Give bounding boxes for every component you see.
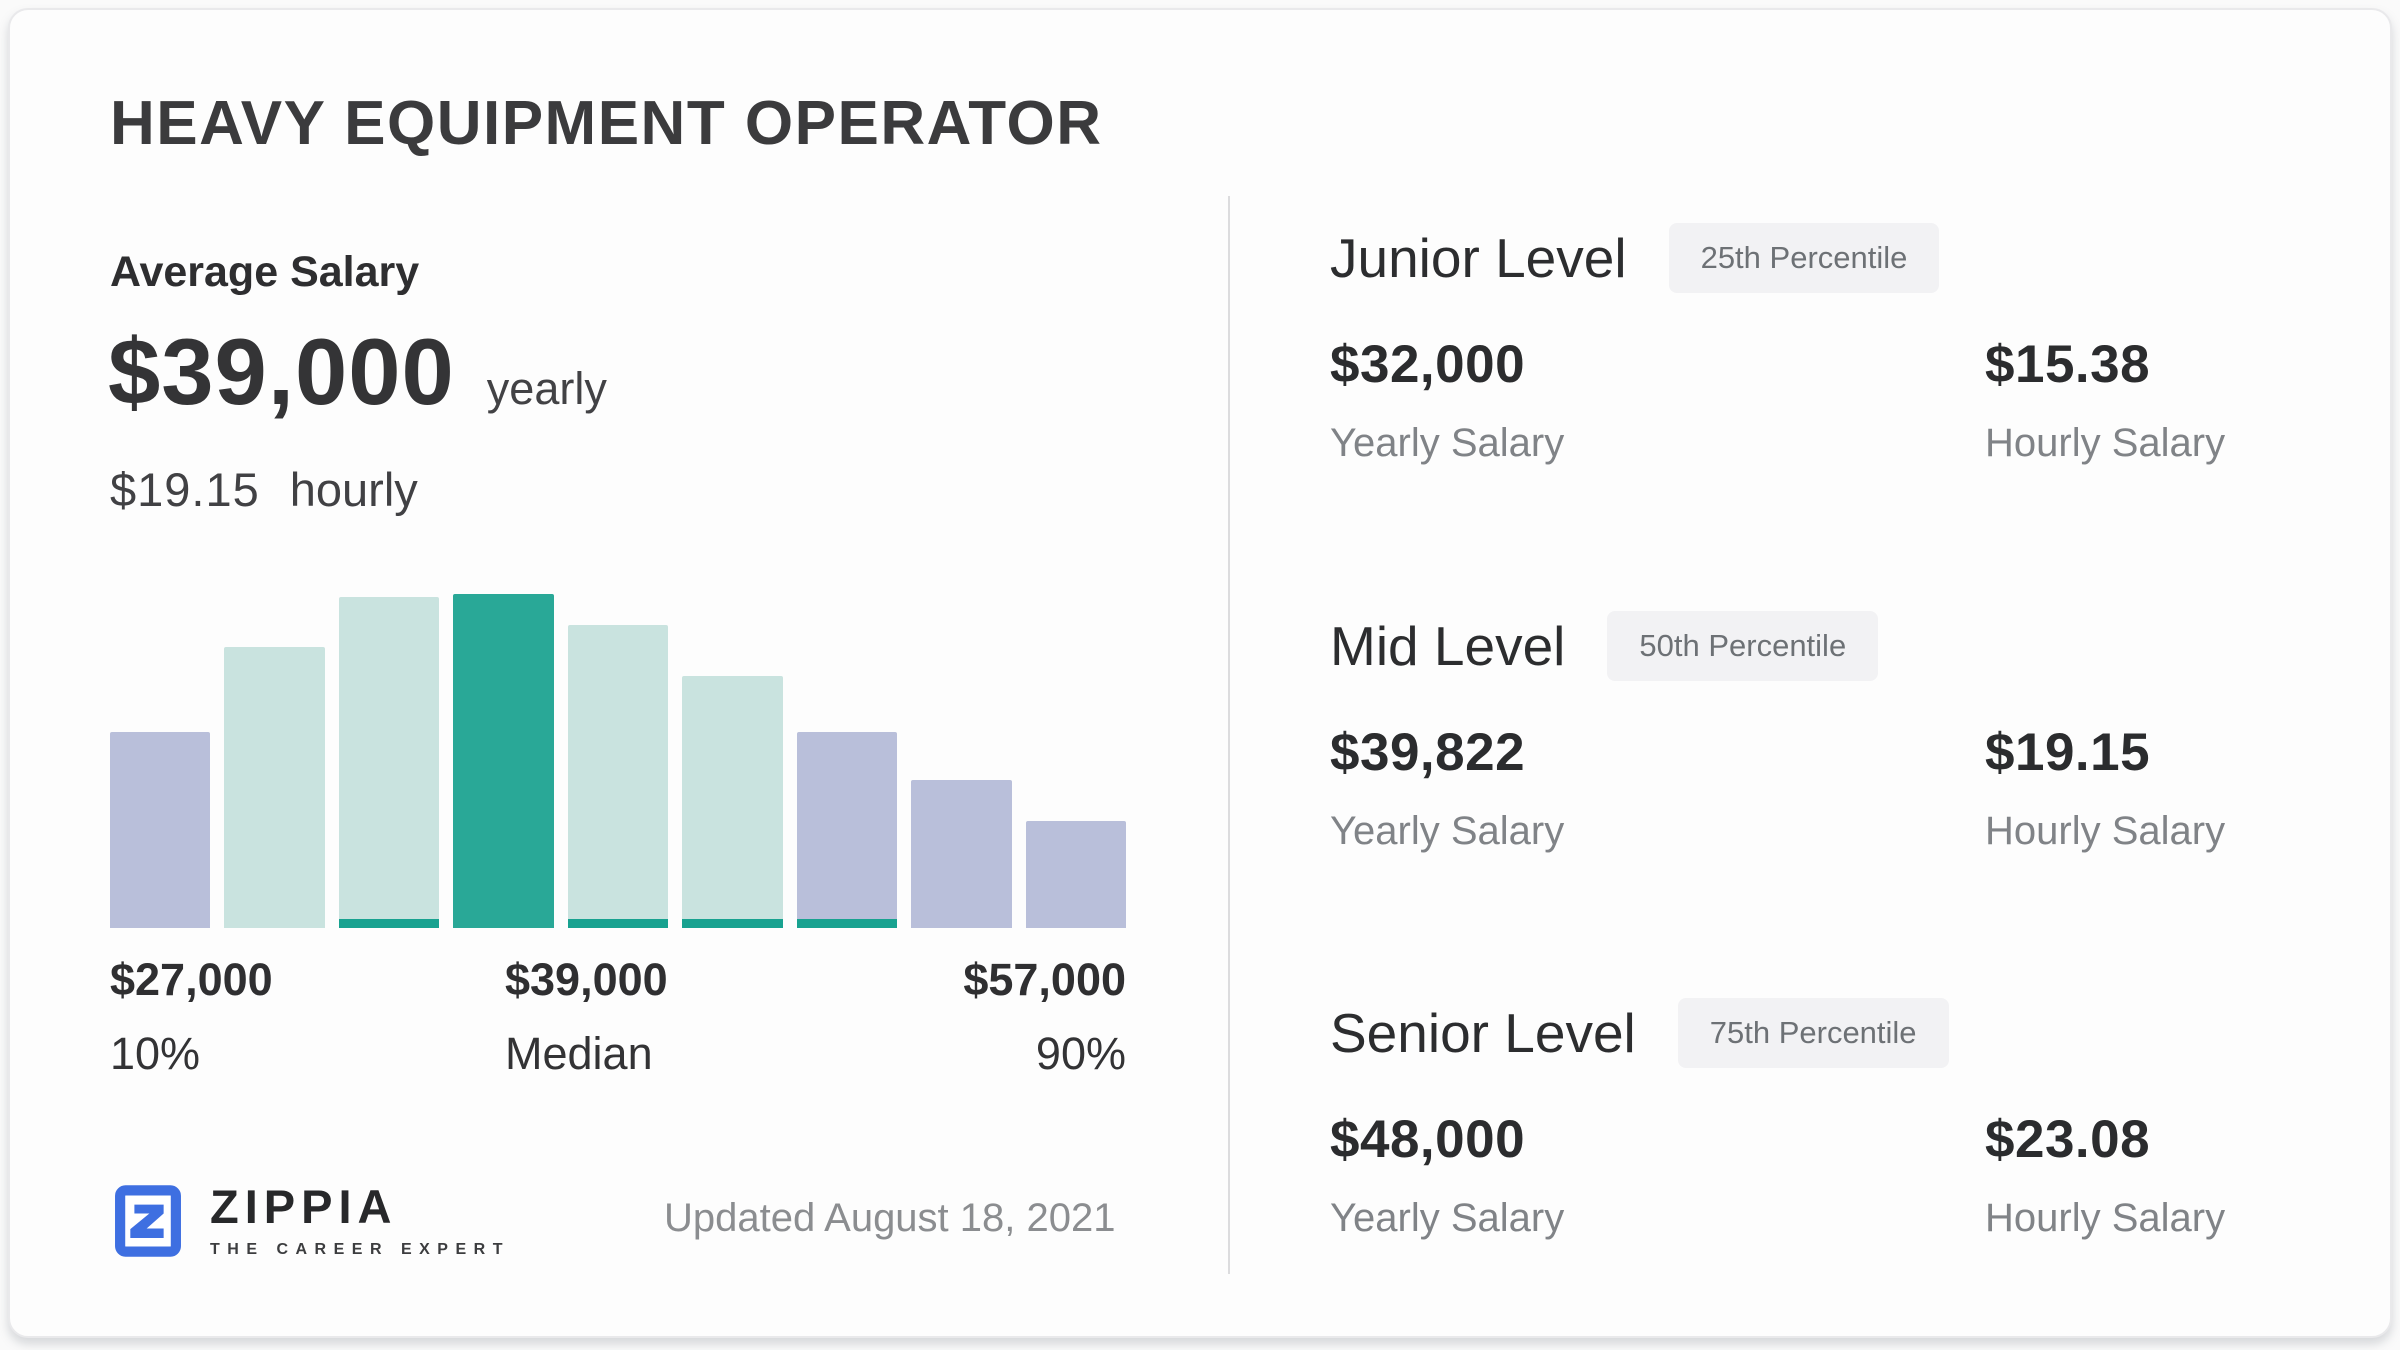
junior-level-section: Junior Level 25th Percentile $32,000 Yea… bbox=[1330, 222, 2330, 514]
junior-level-values: $32,000 Yearly Salary $15.38 Hourly Sala… bbox=[1330, 334, 2330, 514]
histogram-bar-accent-strip bbox=[682, 919, 783, 928]
average-salary-label: Average Salary bbox=[110, 248, 420, 296]
senior-yearly-value: $48,000 bbox=[1330, 1110, 1526, 1169]
percentile-10-label: $27,000 10% bbox=[110, 954, 273, 1080]
average-yearly-unit: yearly bbox=[486, 363, 607, 414]
histogram-bar-accent-strip bbox=[338, 919, 440, 928]
histogram-bar bbox=[567, 625, 669, 928]
percentile-90-value: $57,000 bbox=[963, 954, 1126, 1005]
mid-level-values: $39,822 Yearly Salary $19.15 Hourly Sala… bbox=[1330, 722, 2330, 902]
junior-hourly-value: $15.38 bbox=[1985, 335, 2151, 394]
histogram-bar bbox=[796, 732, 898, 928]
senior-level-section: Senior Level 75th Percentile $48,000 Yea… bbox=[1330, 997, 2330, 1289]
zippia-z-icon bbox=[115, 1185, 181, 1257]
mid-yearly-caption: Yearly Salary bbox=[1330, 809, 1565, 853]
mid-hourly-value: $19.15 bbox=[1985, 723, 2151, 782]
mid-level-header: Mid Level 50th Percentile bbox=[1330, 610, 2330, 682]
zippia-tagline: THE CAREER EXPERT bbox=[210, 1241, 510, 1258]
mid-yearly-column: $39,822 Yearly Salary bbox=[1330, 722, 1564, 854]
senior-percentile-badge: 75th Percentile bbox=[1677, 998, 1949, 1068]
histogram-bar bbox=[453, 594, 554, 928]
histogram-bar bbox=[110, 732, 211, 928]
vertical-divider bbox=[1228, 196, 1230, 1274]
mid-yearly-value: $39,822 bbox=[1330, 723, 1526, 782]
average-yearly-row: $39,000 yearly bbox=[108, 318, 607, 426]
salary-histogram-labels: $27,000 10% $39,000 Median $57,000 90% bbox=[110, 954, 1126, 1084]
histogram-bar bbox=[224, 647, 325, 928]
zippia-wordmark: ZIPPIA THE CAREER EXPERT bbox=[210, 1183, 510, 1259]
percentile-90-caption: 90% bbox=[1035, 1028, 1126, 1079]
senior-hourly-caption: Hourly Salary bbox=[1985, 1196, 2226, 1240]
senior-level-title: Senior Level bbox=[1330, 1002, 1636, 1064]
histogram-bar bbox=[1025, 821, 1126, 928]
average-hourly-value: $19.15 bbox=[110, 463, 260, 516]
salary-infographic-card: HEAVY EQUIPMENT OPERATOR Average Salary … bbox=[8, 8, 2392, 1338]
percentile-10-caption: 10% bbox=[110, 1028, 201, 1079]
zippia-brand-name: ZIPPIA bbox=[210, 1180, 398, 1233]
junior-percentile-badge: 25th Percentile bbox=[1668, 223, 1940, 293]
junior-yearly-caption: Yearly Salary bbox=[1330, 421, 1565, 465]
salary-histogram-bars bbox=[110, 588, 1126, 928]
senior-level-header: Senior Level 75th Percentile bbox=[1330, 997, 2330, 1069]
average-hourly-unit: hourly bbox=[289, 463, 418, 516]
senior-level-values: $48,000 Yearly Salary $23.08 Hourly Sala… bbox=[1330, 1109, 2330, 1289]
histogram-bar-accent-strip bbox=[567, 919, 669, 928]
histogram-bar bbox=[338, 597, 440, 928]
senior-hourly-value: $23.08 bbox=[1985, 1110, 2151, 1169]
senior-yearly-caption: Yearly Salary bbox=[1330, 1196, 1565, 1240]
percentile-90-label: $57,000 90% bbox=[963, 954, 1126, 1080]
median-label: $39,000 Median bbox=[505, 954, 668, 1080]
junior-yearly-value: $32,000 bbox=[1330, 335, 1526, 394]
junior-level-header: Junior Level 25th Percentile bbox=[1330, 222, 2330, 294]
percentile-10-value: $27,000 bbox=[110, 954, 273, 1005]
mid-level-title: Mid Level bbox=[1330, 615, 1566, 677]
histogram-bar bbox=[682, 676, 783, 928]
histogram-bar bbox=[911, 780, 1012, 928]
mid-hourly-column: $19.15 Hourly Salary bbox=[1985, 722, 2225, 854]
mid-hourly-caption: Hourly Salary bbox=[1985, 809, 2226, 853]
junior-hourly-caption: Hourly Salary bbox=[1985, 421, 2226, 465]
mid-percentile-badge: 50th Percentile bbox=[1607, 611, 1879, 681]
junior-yearly-column: $32,000 Yearly Salary bbox=[1330, 334, 1564, 466]
page-title: HEAVY EQUIPMENT OPERATOR bbox=[110, 89, 1103, 158]
senior-yearly-column: $48,000 Yearly Salary bbox=[1330, 1109, 1564, 1241]
mid-level-section: Mid Level 50th Percentile $39,822 Yearly… bbox=[1330, 610, 2330, 902]
zippia-logo: ZIPPIA THE CAREER EXPERT bbox=[114, 1182, 510, 1260]
average-yearly-value: $39,000 bbox=[108, 319, 455, 424]
junior-level-title: Junior Level bbox=[1330, 227, 1627, 289]
median-value: $39,000 bbox=[505, 954, 668, 1005]
updated-date: Updated August 18, 2021 bbox=[664, 1196, 1116, 1240]
average-hourly-row: $19.15 hourly bbox=[110, 462, 418, 517]
junior-hourly-column: $15.38 Hourly Salary bbox=[1985, 334, 2225, 466]
histogram-bar-accent-strip bbox=[796, 919, 898, 928]
median-caption: Median bbox=[505, 1028, 653, 1079]
senior-hourly-column: $23.08 Hourly Salary bbox=[1985, 1109, 2225, 1241]
